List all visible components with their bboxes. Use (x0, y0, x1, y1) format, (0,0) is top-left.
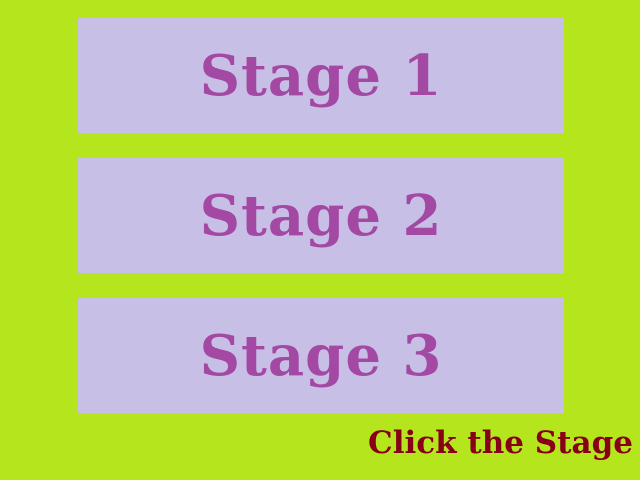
stage-2-label: Stage 2 (199, 182, 443, 249)
stage-1-button[interactable]: Stage 1 (78, 18, 564, 133)
instruction-text: Click the Stage (368, 425, 633, 461)
stage-2-button[interactable]: Stage 2 (78, 158, 564, 273)
stage-3-label: Stage 3 (199, 322, 443, 389)
stage-3-button[interactable]: Stage 3 (78, 298, 564, 413)
stage-1-label: Stage 1 (199, 42, 443, 109)
